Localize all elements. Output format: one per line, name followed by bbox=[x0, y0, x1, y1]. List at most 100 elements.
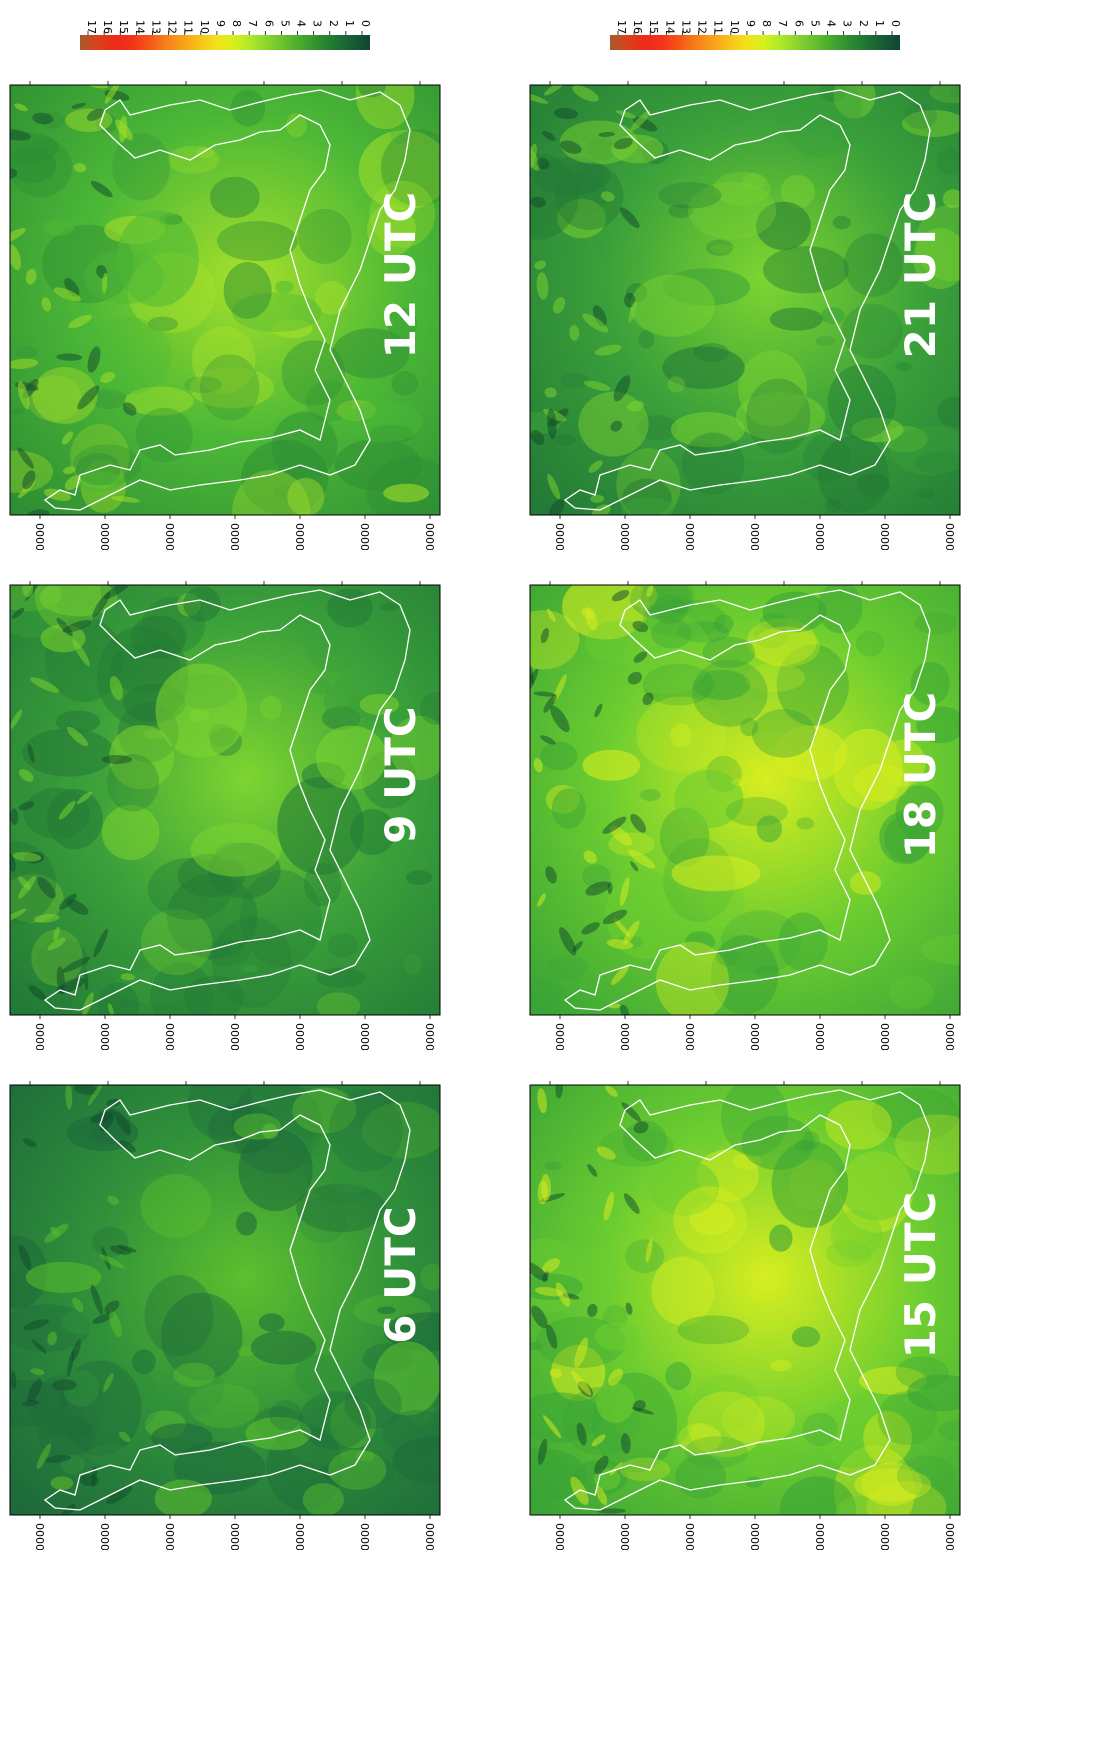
colorbar-tick-label: 16 bbox=[101, 20, 114, 34]
axis-tick-label: 550000 bbox=[814, 1023, 827, 1050]
colorbar-tick-label: 10 bbox=[198, 20, 211, 34]
colorbar-tick-label: 9 bbox=[214, 20, 227, 27]
map-panel-21utc: 21 UTC 300000 360000 420000 480000 550000 6000… bbox=[520, 70, 990, 550]
map-panel-12utc: 12 UTC 300000 360000 420000 480000 550000 6000… bbox=[0, 70, 470, 550]
colorbar-tick-label: 13 bbox=[679, 20, 692, 34]
axis-tick-label: 480000 bbox=[229, 1023, 242, 1050]
map-panel-6utc: 6 UTC 300000 360000 420000 480000 550000 60000… bbox=[0, 1070, 470, 1550]
axis-tick-label: 300000 bbox=[554, 1023, 567, 1050]
region-outline bbox=[43, 589, 411, 1011]
axis-tick-label: 420000 bbox=[164, 523, 177, 550]
axis-tick-label: 600000 bbox=[879, 523, 892, 550]
time-label: 21 UTC bbox=[896, 192, 945, 359]
map-panel-18utc: 18 UTC 300000 360000 420000 480000 550000 6000… bbox=[520, 570, 990, 1050]
colorbar-tick-label: 5 bbox=[278, 20, 291, 27]
map-field bbox=[10, 85, 440, 515]
axis-tick-label: 650000 bbox=[944, 1023, 957, 1050]
axis-tick-label: 300000 bbox=[554, 523, 567, 550]
colorbar-tick-label: 16 bbox=[631, 20, 644, 34]
colorbar-tick-label: 11 bbox=[182, 20, 195, 34]
colorbar-tick-label: 3 bbox=[311, 20, 324, 27]
colorbar-tick-label: 1 bbox=[343, 20, 356, 27]
colorbar-gradient bbox=[80, 35, 370, 50]
colorbar-tick-label: 7 bbox=[246, 20, 259, 27]
axis-tick-label: 480000 bbox=[229, 523, 242, 550]
axis-tick-label: 650000 bbox=[424, 1523, 437, 1550]
colorbar-tick-label: 6 bbox=[792, 20, 805, 27]
axis-tick-label: 300000 bbox=[34, 523, 47, 550]
colorbar-tick-label: 9 bbox=[744, 20, 757, 27]
axis-tick-label: 480000 bbox=[749, 1523, 762, 1550]
colorbar-tick-label: 3 bbox=[841, 20, 854, 27]
axis-tick-label: 550000 bbox=[294, 523, 307, 550]
colorbar-tick-label: 0 bbox=[359, 20, 372, 27]
axis-tick-label: 420000 bbox=[684, 1523, 697, 1550]
axis-tick-label: 600000 bbox=[879, 1023, 892, 1050]
colorbar-tick-label: 12 bbox=[696, 20, 709, 34]
colorbar-tick-label: 11 bbox=[712, 20, 725, 34]
axis-tick-label: 360000 bbox=[99, 1523, 112, 1550]
colorbar-tick-label: 15 bbox=[647, 20, 660, 34]
region-outline bbox=[563, 1089, 931, 1511]
axis-tick-label: 360000 bbox=[619, 1023, 632, 1050]
axis-tick-label: 550000 bbox=[294, 1523, 307, 1550]
axis-tick-label: 420000 bbox=[164, 1023, 177, 1050]
colorbar-tick-label: 5 bbox=[808, 20, 821, 27]
colorbar-top: 17 16 15 14 13 12 11 10 9 8 7 6 5 4 3 2 1 0 bbox=[80, 20, 372, 50]
colorbar-tick-label: 4 bbox=[825, 20, 838, 27]
axis-tick-label: 650000 bbox=[944, 523, 957, 550]
colorbar-tick-label: 2 bbox=[327, 20, 340, 27]
time-label: 6 UTC bbox=[376, 1206, 425, 1343]
colorbar-tick-label: 10 bbox=[728, 20, 741, 34]
colorbar-tick-label: 2 bbox=[857, 20, 870, 27]
axis-tick-label: 650000 bbox=[424, 1023, 437, 1050]
colorbar-tick-label: 7 bbox=[776, 20, 789, 27]
axis-tick-label: 650000 bbox=[944, 1523, 957, 1550]
map-field bbox=[530, 85, 960, 515]
axis-tick-label: 300000 bbox=[554, 1523, 567, 1550]
axis-tick-label: 420000 bbox=[164, 1523, 177, 1550]
map-field bbox=[530, 1085, 960, 1515]
axis-tick-label: 550000 bbox=[814, 523, 827, 550]
axis-tick-label: 480000 bbox=[749, 523, 762, 550]
axis-tick-label: 600000 bbox=[359, 1023, 372, 1050]
colorbar-tick-label: 12 bbox=[166, 20, 179, 34]
colorbar-tick-label: 0 bbox=[889, 20, 902, 27]
region-outline bbox=[563, 89, 931, 511]
time-label: 15 UTC bbox=[896, 1192, 945, 1359]
axis-tick-label: 420000 bbox=[684, 1023, 697, 1050]
map-panel-9utc: 9 UTC 300000 360000 420000 480000 550000 60000… bbox=[0, 570, 470, 1050]
axis-tick-label: 300000 bbox=[34, 1523, 47, 1550]
axis-tick-label: 550000 bbox=[814, 1523, 827, 1550]
colorbar-bottom: 17 16 15 14 13 12 11 10 9 8 7 6 5 4 3 2 1 0 bbox=[610, 20, 902, 50]
colorbar-tick-label: 14 bbox=[663, 20, 676, 34]
colorbar-tick-label: 14 bbox=[133, 20, 146, 34]
axis-tick-label: 300000 bbox=[34, 1023, 47, 1050]
region-outline bbox=[563, 589, 931, 1011]
axis-tick-label: 600000 bbox=[879, 1523, 892, 1550]
colorbar-tick-label: 4 bbox=[295, 20, 308, 27]
time-label: 18 UTC bbox=[896, 692, 945, 859]
map-field bbox=[10, 585, 440, 1015]
axis-tick-label: 360000 bbox=[619, 523, 632, 550]
colorbar-tick-label: 6 bbox=[262, 20, 275, 27]
axis-tick-label: 420000 bbox=[684, 523, 697, 550]
map-field bbox=[10, 1085, 440, 1515]
time-label: 12 UTC bbox=[376, 192, 425, 359]
axis-tick-label: 360000 bbox=[619, 1523, 632, 1550]
axis-tick-label: 600000 bbox=[359, 1523, 372, 1550]
colorbar-tick-label: 13 bbox=[149, 20, 162, 34]
colorbar-tick-label: 17 bbox=[615, 20, 628, 34]
colorbar-tick-label: 17 bbox=[85, 20, 98, 34]
map-panel-15utc: 15 UTC 300000 360000 420000 480000 550000 6000… bbox=[520, 1070, 990, 1550]
colorbar-tick-label: 1 bbox=[873, 20, 886, 27]
colorbar-gradient bbox=[610, 35, 900, 50]
axis-tick-label: 550000 bbox=[294, 1023, 307, 1050]
region-outline bbox=[43, 89, 411, 511]
axis-tick-label: 480000 bbox=[749, 1023, 762, 1050]
colorbar-tick-label: 8 bbox=[760, 20, 773, 27]
axis-tick-label: 360000 bbox=[99, 523, 112, 550]
region-outline bbox=[43, 1089, 411, 1511]
colorbar-tick-label: 15 bbox=[117, 20, 130, 34]
